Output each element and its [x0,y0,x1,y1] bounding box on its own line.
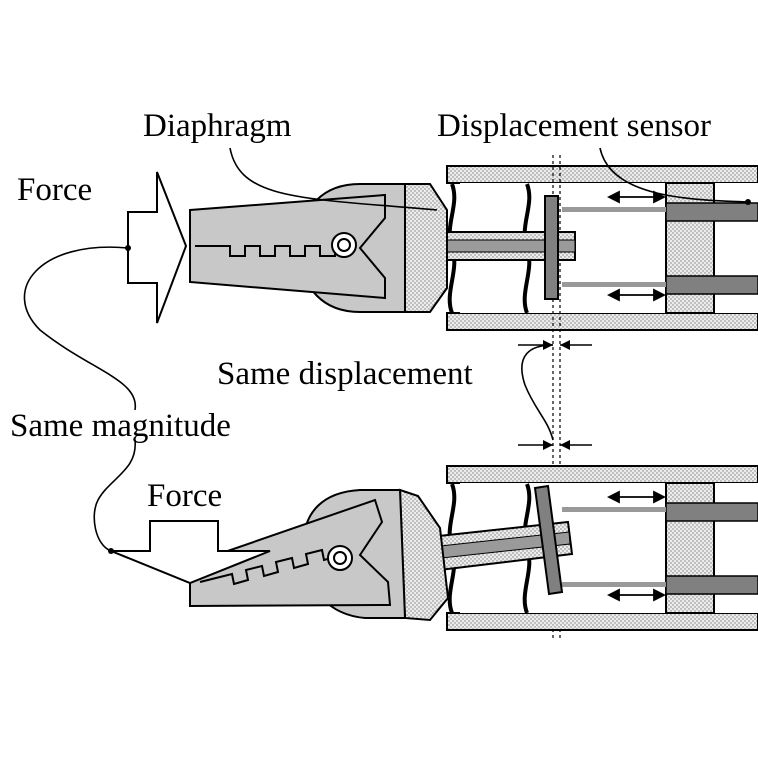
bottom-sensor-rod-upper [665,502,758,522]
top-gripper-assembly [127,155,758,640]
label-force-bottom: Force [147,478,222,514]
bottom-coupling [398,488,450,622]
top-force-arrow-icon [127,171,188,324]
bottom-gripper-assembly [110,465,758,631]
bottom-flange-plate [533,484,564,596]
top-double-arrow-upper [606,190,667,204]
bottom-housing-rail-upper [446,465,758,484]
bottom-force-arrow-icon [110,520,271,585]
top-sensor-rod-lower [665,275,758,295]
top-housing-rail-upper [446,165,758,184]
label-same-displacement: Same displacement [217,356,473,392]
top-coupling [404,183,448,313]
top-double-arrow-lower [606,288,667,302]
label-force-top: Force [17,172,92,208]
top-flange-plate [544,195,559,300]
bottom-housing-rail-lower [446,612,758,631]
top-sensor-rod-upper [665,202,758,222]
label-displacement-sensor: Displacement sensor [437,108,711,144]
label-diaphragm: Diaphragm [143,108,292,144]
bottom-double-arrow-upper [606,490,667,504]
bottom-jaw [189,498,392,608]
label-same-magnitude: Same magnitude [10,408,231,444]
top-housing-rail-lower [446,312,758,331]
leader-lines [23,147,751,554]
bottom-double-arrow-lower [606,588,667,602]
bottom-sensor-rod-lower [665,575,758,595]
